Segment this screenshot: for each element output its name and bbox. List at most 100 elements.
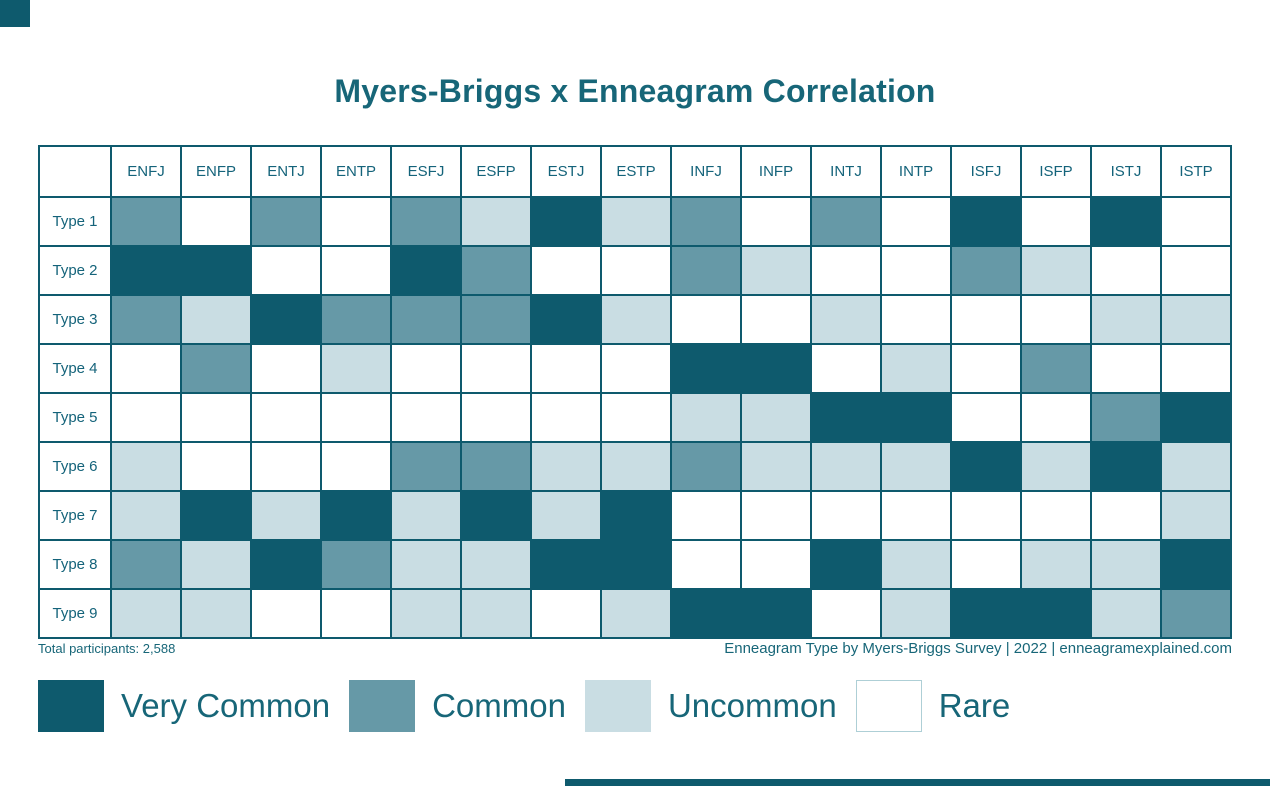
row-label-type-7: Type 7 bbox=[38, 490, 112, 541]
heatmap-cell-esfp-type9 bbox=[460, 588, 532, 639]
heatmap-cell-esfp-type6 bbox=[460, 441, 532, 492]
heatmap-cell-entj-type2 bbox=[250, 245, 322, 296]
heatmap-cell-isfp-type5 bbox=[1020, 392, 1092, 443]
heatmap-row-2: Type 2 bbox=[38, 245, 1232, 296]
bottom-accent-bar bbox=[565, 779, 1270, 786]
heatmap-cell-enfj-type5 bbox=[110, 392, 182, 443]
heatmap-cell-esfp-type1 bbox=[460, 196, 532, 247]
heatmap-cell-isfp-type2 bbox=[1020, 245, 1092, 296]
heatmap-cell-infj-type3 bbox=[670, 294, 742, 345]
row-label-type-4: Type 4 bbox=[38, 343, 112, 394]
heatmap-row-1: Type 1 bbox=[38, 196, 1232, 247]
heatmap-row-5: Type 5 bbox=[38, 392, 1232, 443]
heatmap-row-9: Type 9 bbox=[38, 588, 1232, 639]
heatmap-cell-isfj-type7 bbox=[950, 490, 1022, 541]
heatmap-cell-istj-type3 bbox=[1090, 294, 1162, 345]
heatmap-cell-isfp-type9 bbox=[1020, 588, 1092, 639]
rare-swatch bbox=[855, 680, 922, 732]
heatmap-cell-entp-type4 bbox=[320, 343, 392, 394]
heatmap-cell-intj-type8 bbox=[810, 539, 882, 590]
column-header-isfp: ISFP bbox=[1020, 145, 1092, 198]
heatmap-cell-infp-type2 bbox=[740, 245, 812, 296]
heatmap-cell-istp-type4 bbox=[1160, 343, 1232, 394]
heatmap-cell-estj-type1 bbox=[530, 196, 602, 247]
heatmap-cell-infj-type1 bbox=[670, 196, 742, 247]
uncommon-label: Uncommon bbox=[667, 687, 837, 724]
heatmap-cell-estj-type2 bbox=[530, 245, 602, 296]
heatmap-cell-isfp-type4 bbox=[1020, 343, 1092, 394]
column-header-infj: INFJ bbox=[670, 145, 742, 198]
rare-label: Rare bbox=[938, 687, 1011, 724]
heatmap-cell-intj-type5 bbox=[810, 392, 882, 443]
heatmap-cell-infj-type6 bbox=[670, 441, 742, 492]
heatmap-cell-esfj-type8 bbox=[390, 539, 462, 590]
column-header-intp: INTP bbox=[880, 145, 952, 198]
heatmap-cell-entj-type7 bbox=[250, 490, 322, 541]
heatmap-row-3: Type 3 bbox=[38, 294, 1232, 345]
heatmap-cell-istp-type1 bbox=[1160, 196, 1232, 247]
heatmap-cell-isfj-type3 bbox=[950, 294, 1022, 345]
heatmap-cell-estp-type3 bbox=[600, 294, 672, 345]
heatmap-cell-isfp-type7 bbox=[1020, 490, 1092, 541]
heatmap-cell-esfp-type8 bbox=[460, 539, 532, 590]
heatmap-cell-entp-type3 bbox=[320, 294, 392, 345]
heatmap-cell-enfp-type6 bbox=[180, 441, 252, 492]
heatmap-cell-infj-type8 bbox=[670, 539, 742, 590]
heatmap-cell-istj-type1 bbox=[1090, 196, 1162, 247]
heatmap-cell-enfp-type5 bbox=[180, 392, 252, 443]
heatmap-cell-enfj-type3 bbox=[110, 294, 182, 345]
heatmap-cell-enfj-type4 bbox=[110, 343, 182, 394]
heatmap-cell-enfj-type9 bbox=[110, 588, 182, 639]
column-header-isfj: ISFJ bbox=[950, 145, 1022, 198]
heatmap-cell-isfp-type6 bbox=[1020, 441, 1092, 492]
heatmap-cell-entj-type5 bbox=[250, 392, 322, 443]
heatmap-cell-esfp-type3 bbox=[460, 294, 532, 345]
legend: Very Common Common Uncommon Rare bbox=[38, 680, 1029, 732]
heatmap-cell-infp-type5 bbox=[740, 392, 812, 443]
column-header-infp: INFP bbox=[740, 145, 812, 198]
heatmap-cell-entj-type8 bbox=[250, 539, 322, 590]
heatmap-cell-estj-type4 bbox=[530, 343, 602, 394]
heatmap-cell-intp-type7 bbox=[880, 490, 952, 541]
heatmap-cell-isfj-type2 bbox=[950, 245, 1022, 296]
heatmap-cell-estj-type3 bbox=[530, 294, 602, 345]
heatmap-row-6: Type 6 bbox=[38, 441, 1232, 492]
heatmap-cell-entj-type9 bbox=[250, 588, 322, 639]
very-common-swatch bbox=[38, 680, 104, 732]
row-label-type-3: Type 3 bbox=[38, 294, 112, 345]
heatmap-cell-estp-type9 bbox=[600, 588, 672, 639]
heatmap-cell-istj-type6 bbox=[1090, 441, 1162, 492]
heatmap-row-4: Type 4 bbox=[38, 343, 1232, 394]
heatmap-cell-intp-type8 bbox=[880, 539, 952, 590]
heatmap-cell-enfp-type2 bbox=[180, 245, 252, 296]
heatmap-cell-istj-type7 bbox=[1090, 490, 1162, 541]
legend-item-uncommon: Uncommon bbox=[584, 680, 837, 732]
heatmap-cell-isfj-type6 bbox=[950, 441, 1022, 492]
heatmap-cell-intp-type5 bbox=[880, 392, 952, 443]
heatmap-cell-infp-type9 bbox=[740, 588, 812, 639]
heatmap-cell-entj-type6 bbox=[250, 441, 322, 492]
heatmap-cell-enfp-type9 bbox=[180, 588, 252, 639]
heatmap-cell-istp-type9 bbox=[1160, 588, 1232, 639]
heatmap-cell-istp-type6 bbox=[1160, 441, 1232, 492]
heatmap-cell-infp-type8 bbox=[740, 539, 812, 590]
common-swatch bbox=[349, 680, 416, 732]
heatmap-cell-estp-type7 bbox=[600, 490, 672, 541]
heatmap-cell-esfj-type9 bbox=[390, 588, 462, 639]
heatmap-cell-intj-type7 bbox=[810, 490, 882, 541]
heatmap-cell-istp-type7 bbox=[1160, 490, 1232, 541]
heatmap-cell-intp-type2 bbox=[880, 245, 952, 296]
column-header-esfp: ESFP bbox=[460, 145, 532, 198]
heatmap-cell-estj-type9 bbox=[530, 588, 602, 639]
heatmap-cell-enfp-type1 bbox=[180, 196, 252, 247]
column-header-estp: ESTP bbox=[600, 145, 672, 198]
legend-item-common: Common bbox=[349, 680, 566, 732]
corner-cell bbox=[38, 145, 112, 198]
heatmap-cell-isfj-type8 bbox=[950, 539, 1022, 590]
heatmap-cell-intj-type3 bbox=[810, 294, 882, 345]
heatmap-cell-enfj-type6 bbox=[110, 441, 182, 492]
heatmap-cell-isfp-type8 bbox=[1020, 539, 1092, 590]
column-header-intj: INTJ bbox=[810, 145, 882, 198]
heatmap-cell-entp-type5 bbox=[320, 392, 392, 443]
heatmap-cell-enfp-type4 bbox=[180, 343, 252, 394]
